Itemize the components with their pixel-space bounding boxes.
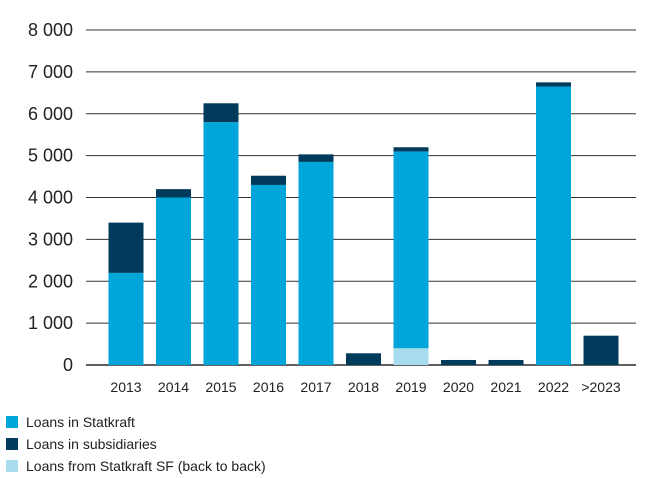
bar-segment: [441, 359, 476, 365]
bar-segment: [156, 189, 191, 198]
y-tick-label: 8 000: [28, 20, 73, 40]
x-tick-label: 2017: [300, 379, 331, 395]
x-axis-tick-labels: 2013 2014 2015 2016 2017 2018 2019 2020 2021 2022…: [110, 379, 620, 395]
bar-segment: [298, 154, 334, 162]
legend-item-loans-in-subsidiaries: Loans in subsidiaries: [6, 434, 266, 454]
bar-segment: [393, 348, 429, 365]
y-axis-tick-labels: 0 1 000 2 000 3 000 4 000 5 000 6 000 7 000 8 00…: [28, 20, 73, 375]
bar-segment: [393, 151, 429, 349]
x-tick-label: 2015: [205, 379, 236, 395]
bars: [108, 82, 619, 365]
y-tick-label: 1 000: [28, 313, 73, 333]
y-tick-label: 2 000: [28, 271, 73, 291]
bar-segment: [203, 103, 239, 123]
bar-segment: [108, 222, 144, 273]
bar-segment: [346, 353, 381, 365]
x-tick-label: 2020: [443, 379, 474, 395]
bar-segment: [536, 82, 571, 87]
y-tick-label: 0: [63, 355, 73, 375]
legend-swatch-statkraft-sf: [6, 460, 18, 472]
legend: Loans in Statkraft Loans in subsidiaries…: [6, 412, 266, 478]
y-tick-label: 4 000: [28, 188, 73, 208]
bar-segment: [108, 272, 144, 365]
bar-segment: [583, 335, 619, 365]
y-tick-label: 5 000: [28, 146, 73, 166]
bar-segment: [298, 161, 334, 365]
x-tick-label: 2022: [538, 379, 569, 395]
legend-label: Loans in Statkraft: [26, 414, 135, 430]
y-tick-label: 3 000: [28, 229, 73, 249]
x-tick-label: >2023: [581, 379, 621, 395]
y-tick-label: 6 000: [28, 104, 73, 124]
legend-item-loans-in-statkraft: Loans in Statkraft: [6, 412, 266, 432]
legend-swatch-statkraft: [6, 416, 18, 428]
x-tick-label: 2013: [110, 379, 141, 395]
x-tick-label: 2018: [348, 379, 379, 395]
bar-segment: [488, 359, 524, 365]
legend-swatch-subsidiaries: [6, 438, 18, 450]
bar-segment: [251, 184, 286, 365]
x-tick-label: 2021: [490, 379, 521, 395]
bar-segment: [536, 86, 571, 365]
x-tick-label: 2014: [158, 379, 189, 395]
bar-segment: [156, 197, 191, 365]
x-tick-label: 2019: [395, 379, 426, 395]
legend-label: Loans from Statkraft SF (back to back): [26, 458, 266, 474]
y-tick-label: 7 000: [28, 62, 73, 82]
bar-segment: [203, 122, 239, 365]
legend-label: Loans in subsidiaries: [26, 436, 157, 452]
legend-item-loans-from-statkraft-sf: Loans from Statkraft SF (back to back): [6, 456, 266, 476]
bar-segment: [393, 147, 429, 152]
x-tick-label: 2016: [253, 379, 284, 395]
bar-segment: [251, 175, 286, 185]
